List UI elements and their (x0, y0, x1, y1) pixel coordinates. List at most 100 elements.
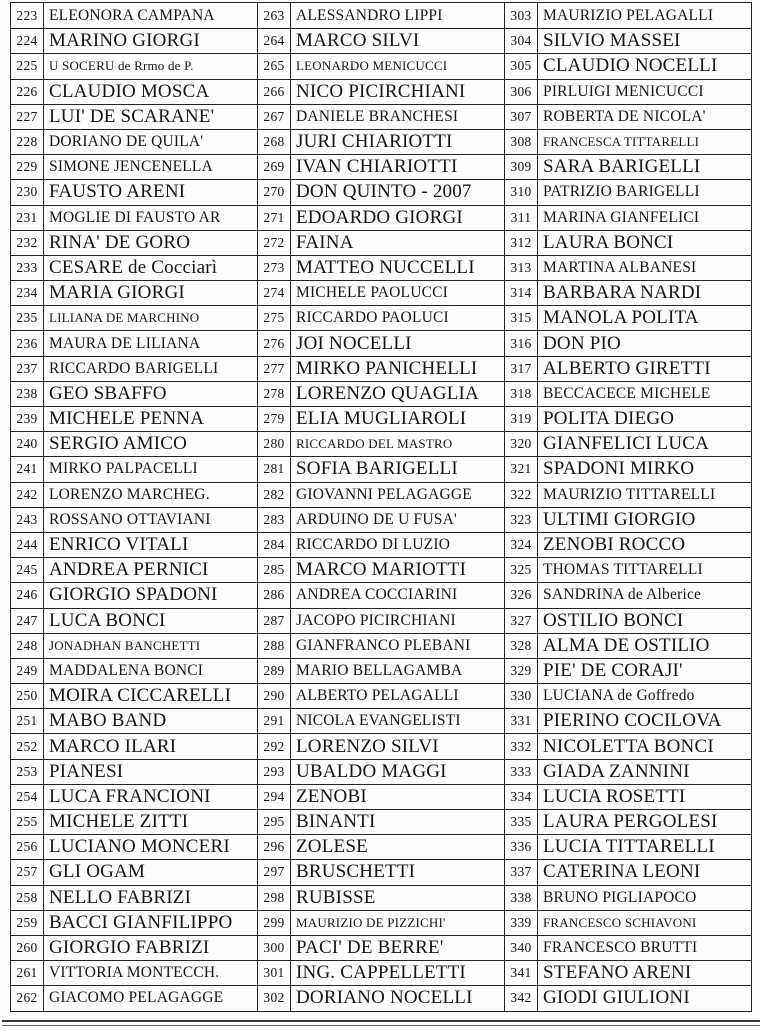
table-row: 278 LORENZO QUAGLIA (258, 380, 504, 406)
table-row: 255 MICHELE ZITTI (11, 809, 257, 835)
table-row: 315 MANOLA POLITA (505, 305, 751, 331)
row-number: 316 (505, 331, 538, 356)
row-number: 228 (11, 129, 44, 155)
row-name: SOFIA BARIGELLI (296, 458, 458, 480)
row-number: 237 (11, 356, 44, 381)
table-row: 268 JURI CHIARIOTTI (258, 128, 504, 155)
row-number: 248 (11, 633, 44, 658)
row-number: 299 (258, 910, 291, 935)
row-name: EDOARDO GIORGI (296, 206, 463, 228)
row-number: 340 (505, 935, 538, 961)
table-row: 285 MARCO MARIOTTI (258, 557, 504, 583)
row-name: ROSSANO OTTAVIANI (49, 510, 211, 528)
row-name: MIRKO PALPACELLI (49, 460, 198, 478)
table-row: 273 MATTEO NUCCELLI (258, 254, 504, 281)
table-row: 322 MAURIZIO TITTARELLI (505, 481, 751, 507)
row-name: LORENZO SILVI (296, 735, 439, 757)
row-number: 276 (258, 331, 291, 356)
table-row: 263 ALESSANDRO LIPPI (258, 3, 504, 29)
row-name: LUI' DE SCARANE' (49, 105, 215, 127)
table-row: 251 MABO BAND (11, 708, 257, 734)
table-row: 333 GIADA ZANNINI (505, 758, 751, 784)
row-number: 246 (11, 583, 44, 608)
row-name: MARINO GIORGI (49, 30, 200, 52)
row-number: 307 (505, 104, 538, 129)
row-number: 271 (258, 205, 291, 230)
table-row: 279 ELIA MUGLIAROLI (258, 406, 504, 432)
row-name: MAURIZIO DE PIZZICHI' (296, 914, 446, 930)
row-number: 262 (11, 986, 44, 1011)
row-name: ARDUINO DE U FUSA' (296, 510, 457, 528)
table-row: 274 MICHELE PAOLUCCI (258, 280, 504, 306)
row-number: 296 (258, 835, 291, 860)
row-name: MARIO BELLAGAMBA (296, 661, 463, 679)
row-name: CATERINA LEONI (543, 861, 701, 883)
row-name: NICOLA EVANGELISTI (296, 712, 461, 730)
row-name: MAURIZIO TITTARELLI (543, 485, 716, 503)
table-row: 342 GIODI GIULIONI (505, 985, 751, 1011)
row-number: 338 (505, 885, 538, 910)
table-row: 300 PACI' DE BERRE' (258, 934, 504, 961)
table-row: 283 ARDUINO DE U FUSA' (258, 506, 504, 532)
table-row: 316 DON PIO (505, 330, 751, 356)
table-row: 280 RICCARDO DEL MASTRO (258, 431, 504, 457)
row-name: JURI CHIARIOTTI (296, 131, 453, 153)
row-name: GIOVANNI PELAGAGGE (296, 485, 472, 503)
row-number: 318 (505, 381, 538, 406)
row-name: MICHELE ZITTI (49, 811, 189, 833)
row-name: ULTIMI GIORGIO (543, 508, 696, 530)
table-row: 309 SARA BARIGELLI (505, 154, 751, 180)
row-number: 242 (11, 482, 44, 507)
table-row: 244 ENRICO VITALI (11, 531, 257, 558)
row-number: 278 (258, 381, 291, 406)
name-table-column-3: 303 MAURIZIO PELAGALLI 304 SILVIO MASSEI 305… (505, 2, 752, 1012)
table-row: 265 LEONARDO MENICUCCI (258, 53, 504, 79)
table-row: 320 GIANFELICI LUCA (505, 431, 751, 457)
row-name: LUCIA ROSETTI (543, 785, 686, 807)
row-number: 301 (258, 961, 291, 986)
table-row: 262 GIACOMO PELAGAGGE (11, 985, 257, 1011)
row-name: U SOCERU de Rrmo de P. (49, 58, 194, 74)
table-row: 292 LORENZO SILVI (258, 733, 504, 759)
row-name: GIADA ZANNINI (543, 760, 690, 782)
row-name: LUCIA TITTARELLI (543, 836, 715, 858)
row-name: PATRIZIO BARIGELLI (543, 183, 700, 201)
table-row: 257 GLI OGAM (11, 859, 257, 885)
table-row: 297 BRUSCHETTI (258, 859, 504, 885)
table-row: 276 JOI NOCELLI (258, 330, 504, 356)
table-row: 248 JONADHAN BANCHETTI (11, 632, 257, 658)
row-name: ALESSANDRO LIPPI (296, 6, 443, 24)
table-row: 258 NELLO FABRIZI (11, 884, 257, 910)
row-number: 252 (11, 734, 44, 759)
row-number: 275 (258, 306, 291, 331)
table-row: 323 ULTIMI GIORGIO (505, 506, 751, 532)
row-number: 260 (11, 935, 44, 961)
row-number: 341 (505, 961, 538, 986)
row-name: LUCA BONCI (49, 609, 166, 631)
row-number: 269 (258, 155, 291, 180)
row-name: NICOLETTA BONCI (543, 735, 714, 757)
table-row: 223 ELEONORA CAMPANA (11, 3, 257, 29)
table-row: 247 LUCA BONCI (11, 607, 257, 633)
table-row: 270 DON QUINTO - 2007 (258, 179, 504, 205)
row-number: 289 (258, 658, 291, 684)
table-row: 269 IVAN CHIARIOTTI (258, 154, 504, 180)
table-row: 305 CLAUDIO NOCELLI (505, 53, 751, 79)
row-number: 334 (505, 784, 538, 809)
table-row: 288 GIANFRANCO PLEBANI (258, 632, 504, 658)
row-name: ING. CAPPELLETTI (296, 962, 466, 984)
row-number: 291 (258, 709, 291, 734)
row-number: 240 (11, 432, 44, 457)
row-name: ELEONORA CAMPANA (49, 6, 215, 24)
row-number: 227 (11, 104, 44, 129)
row-number: 254 (11, 784, 44, 809)
row-name: FRANCESCA TITTARELLI (543, 134, 700, 150)
table-row: 241 MIRKO PALPACELLI (11, 456, 257, 482)
row-name: ALMA DE OSTILIO (543, 634, 710, 656)
table-row: 310 PATRIZIO BARIGELLI (505, 179, 751, 205)
table-row: 275 RICCARDO PAOLUCI (258, 305, 504, 331)
name-table-column-2: 263 ALESSANDRO LIPPI 264 MARCO SILVI 265 LEON… (258, 2, 505, 1012)
row-number: 317 (505, 356, 538, 381)
table-row: 287 JACOPO PICIRCHIANI (258, 607, 504, 633)
table-row: 303 MAURIZIO PELAGALLI (505, 3, 751, 29)
